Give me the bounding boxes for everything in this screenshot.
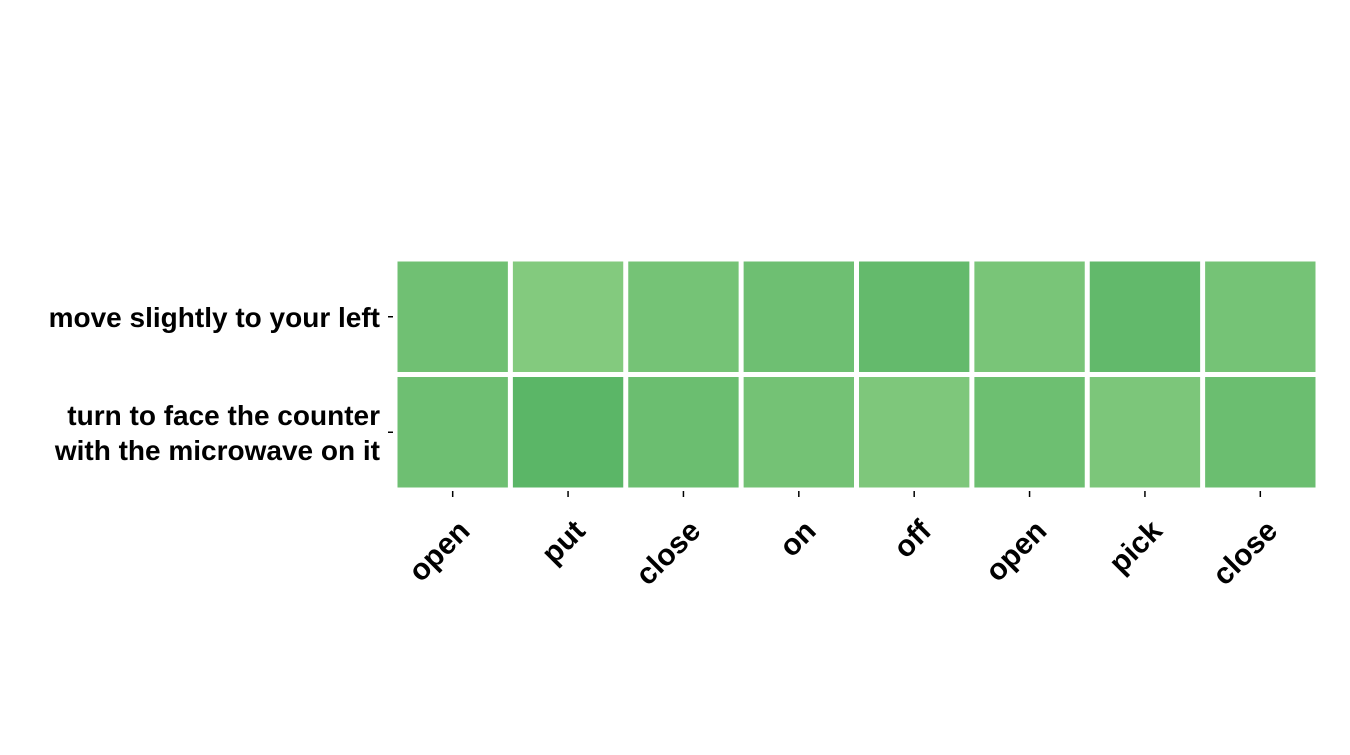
y-tick-label-0-line-0: move slightly to your left bbox=[49, 302, 380, 333]
x-tick-label-6: pick bbox=[1103, 514, 1169, 580]
heatmap-cell-r1-c6 bbox=[1089, 377, 1201, 488]
x-tick-label-1: put bbox=[536, 514, 592, 570]
heatmap-cell-r1-c5 bbox=[974, 377, 1085, 488]
heatmap-cell-r0-c2 bbox=[628, 261, 739, 372]
y-axis: move slightly to your left turn to face t… bbox=[49, 302, 393, 466]
y-tick-label-1-line-0: turn to face the counter bbox=[67, 400, 380, 431]
heatmap-cell-r0-c5 bbox=[974, 261, 1085, 372]
x-tick-label-5: open bbox=[979, 514, 1053, 588]
heatmap-cell-r1-c0 bbox=[397, 377, 508, 488]
heatmap-cell-r0-c4 bbox=[859, 261, 970, 372]
heatmap-cell-r1-c1 bbox=[512, 377, 624, 488]
heatmap-cell-r1-c2 bbox=[628, 377, 739, 488]
x-tick-label-0: open bbox=[402, 514, 476, 588]
x-tick-label-7: close bbox=[1206, 514, 1284, 592]
x-tick-label-3: on bbox=[773, 514, 822, 563]
heatmap-cell-r1-c3 bbox=[743, 377, 854, 488]
heatmap-cell-r0-c0 bbox=[397, 261, 508, 372]
heatmap-cell-r1-c7 bbox=[1205, 377, 1316, 488]
heatmap-cell-r0-c1 bbox=[512, 261, 624, 372]
x-tick-label-4: off bbox=[888, 514, 939, 565]
heatmap-cell-r1-c4 bbox=[859, 377, 970, 488]
x-axis: open put close on off open pick close bbox=[402, 491, 1284, 592]
y-tick-label-1-line-1: with the microwave on it bbox=[54, 435, 380, 466]
heatmap-cell-r0-c3 bbox=[743, 261, 854, 372]
heatmap-cells bbox=[397, 261, 1316, 488]
heatmap-cell-r0-c6 bbox=[1089, 261, 1201, 372]
x-tick-label-2: close bbox=[630, 514, 708, 592]
heatmap-cell-r0-c7 bbox=[1205, 261, 1316, 372]
